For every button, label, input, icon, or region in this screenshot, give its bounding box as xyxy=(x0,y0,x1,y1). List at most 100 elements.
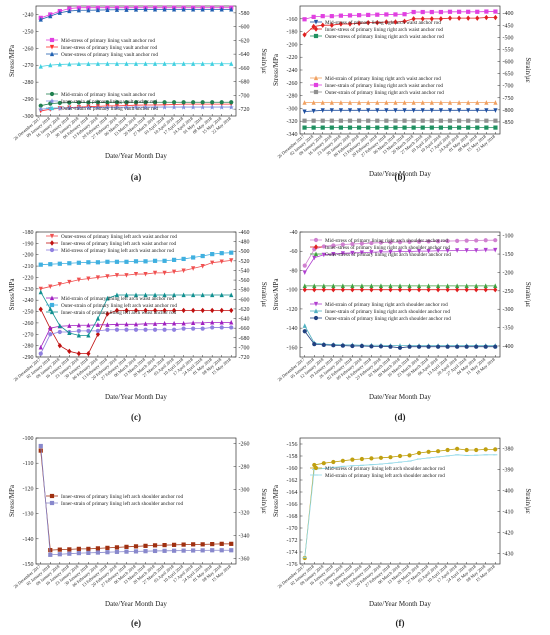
legend-marker xyxy=(313,315,319,321)
data-point xyxy=(114,273,120,278)
data-point xyxy=(340,343,345,348)
y2-tick-label: -480 xyxy=(239,240,250,246)
data-point xyxy=(438,16,444,22)
y-tick-label: -180 xyxy=(287,30,298,36)
data-point xyxy=(340,458,345,463)
panel-label: (f) xyxy=(396,618,405,628)
data-point xyxy=(95,322,101,327)
legend-marker xyxy=(313,244,319,250)
data-point xyxy=(191,320,196,325)
y2-tick-label: -360 xyxy=(239,556,250,562)
data-point xyxy=(338,100,344,105)
data-point xyxy=(143,543,148,548)
data-point xyxy=(57,342,62,349)
data-point xyxy=(475,100,480,105)
data-point xyxy=(474,283,479,288)
data-point xyxy=(95,316,101,321)
data-point xyxy=(402,108,407,113)
data-point xyxy=(219,251,224,256)
y2-tick-label: -400 xyxy=(503,489,514,495)
data-point xyxy=(143,271,148,277)
y2-tick-label: -620 xyxy=(239,307,250,313)
data-point xyxy=(366,12,371,18)
data-point xyxy=(95,104,101,110)
data-point xyxy=(133,61,139,66)
data-point xyxy=(38,103,43,108)
data-point xyxy=(124,61,129,66)
data-point xyxy=(474,447,479,453)
data-point xyxy=(124,7,129,12)
legend-entry: Inner-stress of primary lining left arch… xyxy=(46,493,183,500)
data-point xyxy=(302,17,307,22)
y-tick-label: -250 xyxy=(23,310,34,316)
data-point xyxy=(48,548,53,553)
data-point xyxy=(191,100,196,105)
data-point xyxy=(105,327,110,332)
data-point xyxy=(171,100,177,105)
data-point xyxy=(411,108,416,113)
y2-tick-label: -420 xyxy=(503,531,514,537)
data-point xyxy=(57,282,62,287)
data-point xyxy=(359,283,365,288)
data-point xyxy=(455,286,460,293)
legend-entry: Inner-strain of primary lining right arc… xyxy=(310,308,450,315)
series-1 xyxy=(302,108,498,115)
data-point xyxy=(86,322,91,328)
data-point xyxy=(181,326,186,331)
y-tick-label: -168 xyxy=(287,514,298,520)
y-tick-label: -160 xyxy=(287,345,298,351)
legend-marker xyxy=(49,240,55,246)
data-point xyxy=(388,286,393,293)
series-6 xyxy=(38,289,234,338)
data-point xyxy=(200,326,205,331)
data-point xyxy=(347,13,353,18)
series-6 xyxy=(38,61,234,69)
legend-entry: Inner-stress of primary lining vault anc… xyxy=(46,44,158,51)
y-tick-label: -140 xyxy=(287,326,298,332)
legend-marker xyxy=(49,51,55,57)
data-point xyxy=(484,108,489,113)
data-point xyxy=(369,344,374,349)
data-point xyxy=(105,259,110,264)
series-4 xyxy=(38,319,234,350)
legend-marker xyxy=(49,302,55,308)
data-point xyxy=(402,18,407,25)
data-point xyxy=(302,32,307,38)
data-point xyxy=(133,549,139,554)
legend-entry: Mid-strain of primary lining left arch w… xyxy=(46,295,174,302)
data-point xyxy=(375,12,380,17)
data-point xyxy=(350,286,355,293)
y-tick-label: -162 xyxy=(287,478,298,484)
series-line xyxy=(304,11,496,20)
data-point xyxy=(455,283,460,288)
legend-entry: Inner-stress of primary lining left arch… xyxy=(46,240,177,247)
data-point xyxy=(493,125,498,130)
data-point xyxy=(38,64,43,69)
data-point xyxy=(190,104,196,110)
data-point xyxy=(210,6,215,12)
data-point xyxy=(143,327,148,332)
data-point xyxy=(95,550,101,555)
y-tick-label: -170 xyxy=(287,526,298,532)
data-point xyxy=(388,344,393,349)
legend-marker xyxy=(49,37,55,43)
data-point xyxy=(229,61,234,66)
data-point xyxy=(311,100,316,105)
legend-label: Mid-strain of primary lining left arch s… xyxy=(325,472,445,479)
data-point xyxy=(133,100,139,105)
legend-label: Inner-stress of primary lining vault anc… xyxy=(61,44,158,51)
data-point xyxy=(456,125,462,130)
data-point xyxy=(143,61,148,66)
data-point xyxy=(76,100,81,105)
legend-entry: Mid-stress of primary lining right arch … xyxy=(310,237,448,244)
data-point xyxy=(200,61,205,66)
data-point xyxy=(181,268,186,274)
data-point xyxy=(67,6,72,11)
data-point xyxy=(152,321,158,326)
data-point xyxy=(171,104,177,110)
data-point xyxy=(162,258,167,263)
data-point xyxy=(320,14,325,19)
data-point xyxy=(191,542,196,547)
data-point xyxy=(67,61,72,67)
legend-label: Mid-strain of primary lining right arch … xyxy=(325,301,448,308)
